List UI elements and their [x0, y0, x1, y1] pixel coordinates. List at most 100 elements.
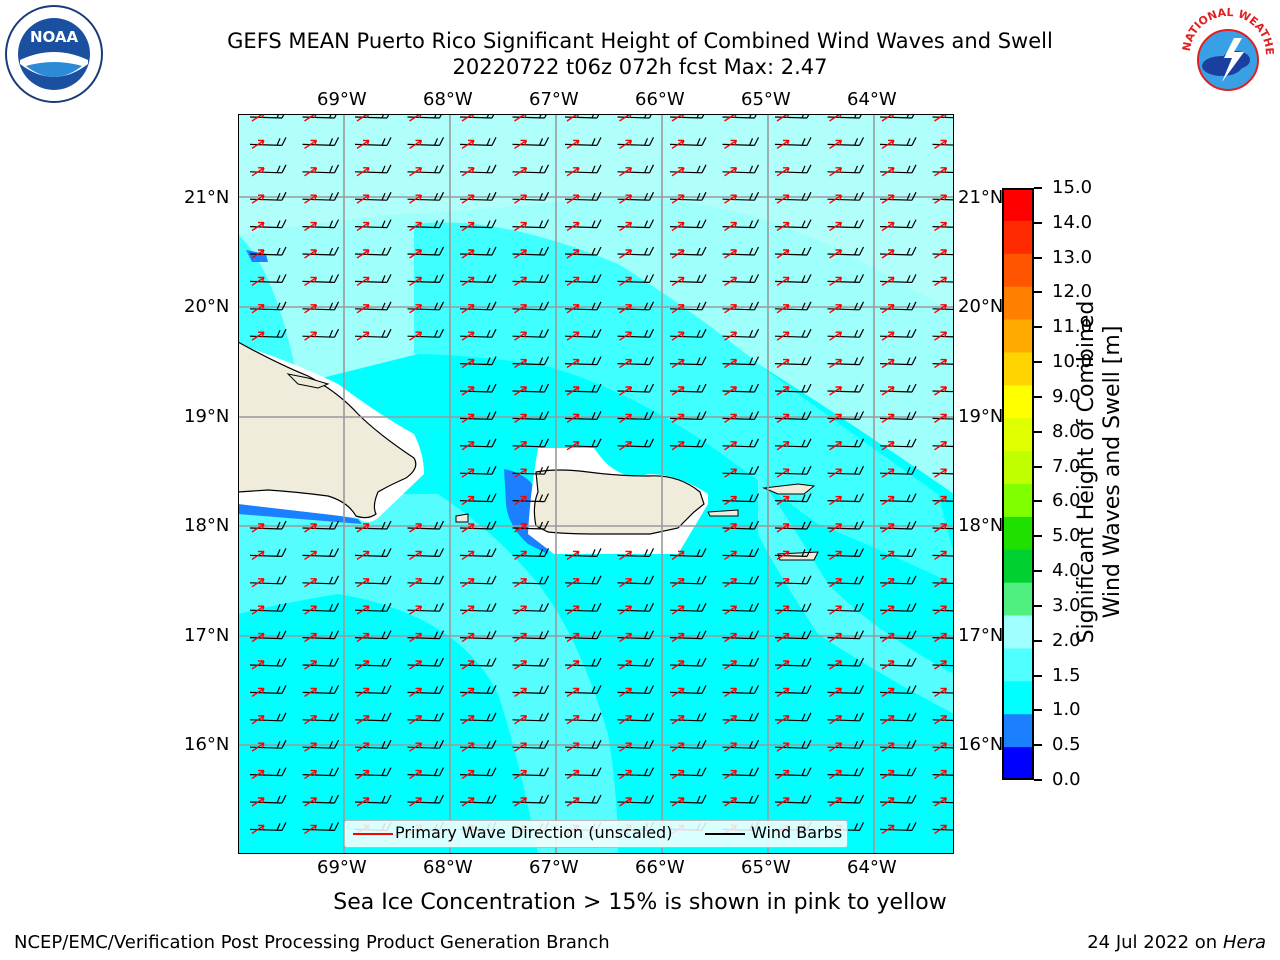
- wind-barb: [669, 383, 707, 393]
- wave-direction-arrow: [829, 578, 843, 588]
- wave-direction-arrow: [829, 358, 843, 369]
- vector-pair: [879, 657, 917, 670]
- vector-pair: [827, 137, 865, 149]
- chart-subtitle: 20220722 t06z 072h fcst Max: 2.47: [452, 55, 828, 79]
- colorbar-tick-label: 6.0: [1052, 490, 1081, 512]
- nws-logo: NATIONAL WEATHER SERVICE: [1172, 0, 1280, 106]
- noaa-logo: NOAA: [4, 4, 104, 104]
- wave-direction-arrow: [461, 715, 475, 725]
- lat-label-right-20: 20°N: [958, 296, 1004, 317]
- colorbar-tick-mark: [1034, 500, 1042, 503]
- vector-pair: [827, 520, 865, 533]
- vector-pair: [722, 274, 760, 286]
- wave-direction-arrow: [304, 221, 318, 232]
- vector-pair: [722, 712, 760, 725]
- vector-pair: [564, 411, 602, 423]
- vector-pair: [512, 356, 550, 369]
- wave-direction-arrow: [356, 331, 370, 341]
- vector-pair: [354, 246, 392, 259]
- wave-direction-arrow: [251, 824, 265, 834]
- wind-barb: [669, 137, 707, 146]
- wind-barb: [564, 438, 602, 448]
- vector-pair: [354, 219, 392, 232]
- vector-pair: [249, 794, 287, 807]
- wave-direction-arrow: [461, 550, 475, 560]
- vector-pair: [302, 191, 340, 204]
- vector-pair: [407, 767, 445, 780]
- colorbar-segment: [1002, 220, 1034, 255]
- colorbar-tick-label: 3.0: [1052, 594, 1081, 616]
- wind-barb: [827, 739, 865, 749]
- lat-label-right-19: 19°N: [958, 406, 1004, 427]
- wave-direction-arrow: [724, 221, 738, 232]
- vector-pair: [722, 328, 760, 341]
- vector-pair: [617, 274, 655, 286]
- vector-pair: [669, 328, 707, 341]
- vector-pair: [459, 493, 497, 506]
- vector-pair: [564, 301, 602, 314]
- wave-direction-arrow: [409, 167, 423, 177]
- wind-barb: [564, 246, 602, 256]
- vector-pair: [354, 274, 392, 286]
- vector-pair: [774, 712, 812, 725]
- wind-barb: [669, 794, 707, 804]
- vector-pair: [879, 548, 917, 560]
- noaa-logo-text: NOAA: [30, 28, 79, 46]
- colorbar-tick-label: 9.0: [1052, 385, 1081, 407]
- wind-barb: [459, 301, 497, 311]
- lon-label-bottom-65: 65°W: [741, 857, 791, 878]
- wave-direction-arrow: [461, 331, 475, 341]
- wind-barb: [827, 548, 865, 557]
- wind-barb: [407, 328, 445, 338]
- wind-barb: [722, 712, 760, 722]
- wave-direction-arrow: [356, 742, 370, 752]
- wave-direction-arrow: [776, 331, 790, 341]
- vector-pair: [827, 575, 865, 588]
- wave-direction-arrow: [934, 441, 948, 451]
- vector-pair: [407, 274, 445, 286]
- wave-direction-arrow: [776, 276, 790, 286]
- wave-direction-arrow: [881, 276, 895, 286]
- wind-barb: [669, 356, 707, 366]
- wind-barb: [512, 246, 550, 256]
- wave-direction-arrow: [619, 769, 633, 780]
- vector-pair: [827, 712, 865, 725]
- colorbar-tick-label: 15.0: [1052, 177, 1093, 198]
- wind-barb: [669, 301, 707, 311]
- wave-direction-arrow: [724, 386, 738, 396]
- wind-barb: [302, 548, 340, 557]
- wind-barb: [774, 465, 812, 475]
- colorbar-segment: [1002, 352, 1034, 386]
- vector-pair: [302, 794, 340, 807]
- wind-barb: [774, 548, 812, 557]
- wave-direction-arrow: [514, 578, 528, 588]
- vector-pair: [459, 246, 497, 259]
- vector-pair: [564, 219, 602, 232]
- vector-pair: [617, 137, 655, 149]
- wind-barb: [722, 767, 760, 777]
- wind-barb: [512, 493, 550, 503]
- wave-direction-arrow: [934, 742, 948, 752]
- wave-direction-arrow: [566, 715, 580, 725]
- wave-direction-arrow: [724, 578, 738, 588]
- colorbar-tick-mark: [1034, 430, 1042, 433]
- wind-barb: [302, 657, 340, 667]
- vector-pair: [617, 630, 655, 643]
- wave-direction-arrow: [776, 687, 790, 697]
- map-svg: [237, 109, 970, 855]
- vector-pair: [512, 301, 550, 314]
- lat-label-left-19: 19°N: [184, 406, 230, 427]
- vector-pair: [722, 657, 760, 670]
- wave-direction-arrow: [619, 605, 633, 615]
- colorbar-segment: [1002, 385, 1034, 419]
- wind-barb: [827, 465, 865, 475]
- vector-pair: [302, 246, 340, 259]
- wind-barb: [774, 411, 812, 420]
- wind-barb: [459, 328, 497, 338]
- vector-pair: [459, 301, 497, 314]
- wave-direction-arrow: [304, 824, 318, 834]
- wave-direction-arrow: [881, 167, 895, 177]
- wind-barb: [249, 767, 287, 777]
- wave-direction-arrow: [881, 386, 895, 396]
- lon-label-top-68: 68°W: [423, 89, 473, 110]
